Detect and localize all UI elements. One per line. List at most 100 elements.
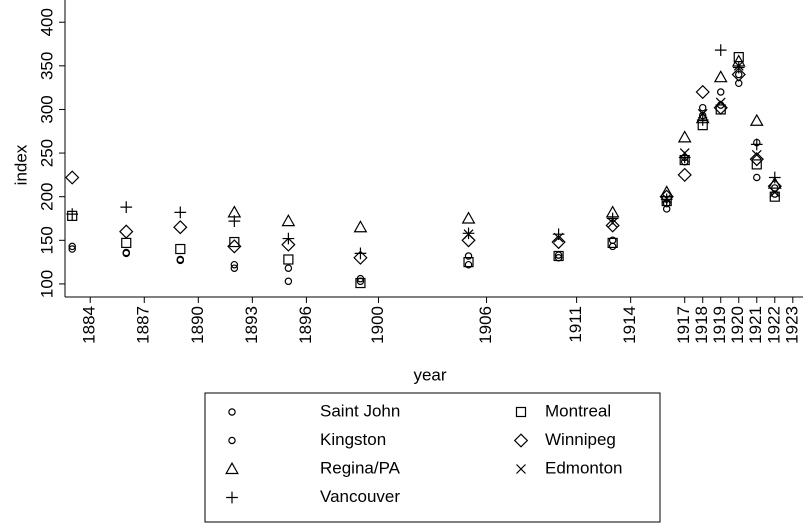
x-tick-label: 1920 (728, 306, 747, 344)
point (697, 108, 708, 119)
point (121, 237, 132, 249)
x-tick-label: 1923 (782, 306, 801, 344)
point (464, 252, 473, 260)
legend-marker (228, 408, 236, 416)
point (229, 236, 240, 248)
y-tick-label: 400 (37, 8, 56, 36)
point (284, 264, 293, 272)
legend-label: Montreal (545, 401, 611, 420)
legend-label: Edmonton (545, 458, 623, 477)
point (228, 215, 241, 227)
point (66, 208, 79, 220)
point (733, 52, 744, 63)
y-tick-label: 150 (37, 226, 56, 254)
x-tick-label: 1911 (566, 306, 585, 343)
point (768, 171, 781, 184)
point (119, 224, 134, 239)
point (749, 113, 764, 126)
point (354, 247, 367, 260)
y-tick-label: 100 (37, 270, 56, 298)
x-tick-label: 1893 (242, 306, 261, 344)
point (751, 159, 762, 170)
point (282, 232, 295, 245)
point (769, 187, 780, 198)
y-axis-label: index (11, 144, 30, 185)
point (608, 242, 617, 251)
point (227, 239, 242, 254)
point (461, 211, 476, 224)
point (698, 103, 707, 112)
point (552, 228, 565, 241)
point (731, 67, 746, 82)
legend-marker (515, 406, 527, 418)
legend-label: Regina/PA (320, 458, 401, 477)
point (607, 237, 618, 249)
point (715, 97, 726, 108)
point (356, 274, 365, 283)
point (713, 100, 728, 115)
point (65, 170, 80, 185)
x-tick-label: 1887 (134, 306, 153, 344)
x-tick-label: 1922 (764, 306, 783, 344)
x-tick-label: 1917 (674, 306, 693, 344)
x-tick-label: 1906 (476, 306, 495, 344)
point (714, 44, 727, 56)
y-tick-label: 200 (37, 182, 56, 210)
legend-label: Saint John (320, 401, 400, 420)
point (716, 88, 725, 96)
legend-marker (226, 491, 238, 504)
y-tick-label: 250 (37, 139, 56, 167)
point (606, 212, 619, 225)
x-tick-label: 1890 (188, 306, 207, 344)
point (751, 149, 762, 160)
point (660, 193, 673, 206)
x-tick-label: 1884 (80, 306, 99, 344)
point (554, 251, 563, 259)
point (732, 61, 745, 74)
point (120, 201, 133, 213)
point (677, 130, 692, 143)
point (284, 277, 293, 286)
point (462, 227, 475, 240)
point (283, 254, 294, 265)
point (176, 255, 185, 264)
point (230, 264, 239, 272)
legend-label: Winnipeg (545, 430, 616, 449)
point (767, 176, 782, 189)
point (353, 220, 368, 233)
y-tick-label: 300 (37, 95, 56, 123)
legend-marker (225, 461, 239, 475)
point (463, 257, 474, 268)
point (355, 277, 366, 289)
point (122, 248, 130, 257)
point (174, 206, 187, 219)
point (753, 173, 761, 182)
point (464, 260, 473, 269)
point (608, 236, 617, 245)
point (68, 242, 76, 251)
x-tick-label: 1914 (620, 306, 639, 344)
point (173, 220, 188, 235)
legend-box (204, 392, 661, 523)
x-tick-label: 1921 (746, 306, 765, 344)
point (605, 218, 620, 233)
point (281, 237, 296, 252)
point (68, 245, 76, 253)
x-tick-label: 1918 (692, 306, 711, 344)
point (353, 250, 368, 265)
legend-label: Kingston (320, 430, 386, 449)
point (749, 152, 764, 167)
point (750, 138, 763, 151)
point (281, 214, 296, 227)
point (175, 243, 186, 255)
point (678, 151, 691, 164)
x-axis-label: year (413, 365, 446, 384)
point (695, 84, 710, 100)
legend-marker (513, 433, 529, 448)
x-tick-label: 1896 (296, 306, 315, 344)
point (230, 260, 239, 269)
legend-marker (516, 464, 526, 474)
x-tick-label: 1900 (368, 306, 387, 344)
